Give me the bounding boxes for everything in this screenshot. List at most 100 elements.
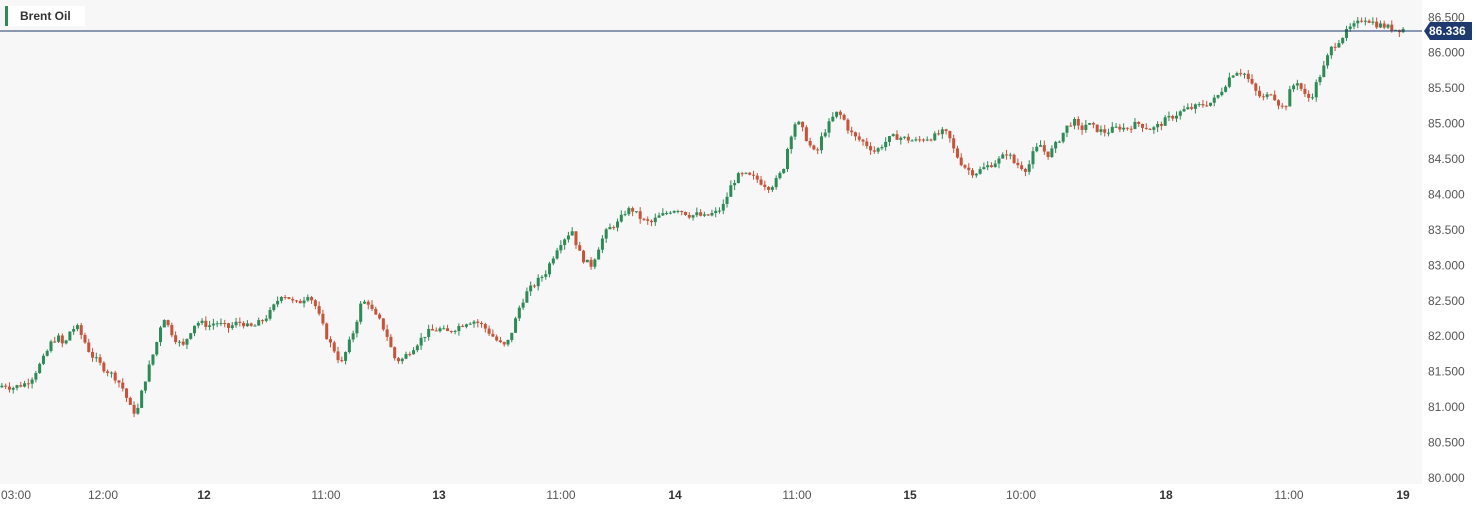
candle-body bbox=[128, 397, 132, 405]
candle-body bbox=[151, 354, 155, 365]
candle-body bbox=[944, 129, 948, 131]
candle-body bbox=[604, 229, 608, 239]
candle-body bbox=[480, 322, 484, 325]
candle-body bbox=[487, 328, 491, 334]
candle-body bbox=[899, 137, 903, 140]
candle-body bbox=[853, 132, 857, 137]
candle-body bbox=[381, 318, 385, 330]
candle-body bbox=[109, 372, 113, 374]
candle-body bbox=[1084, 124, 1088, 130]
candle-body bbox=[631, 208, 635, 212]
candle-body bbox=[789, 136, 793, 149]
candle-body bbox=[1042, 145, 1046, 152]
candle-body bbox=[87, 342, 91, 352]
x-tick-label: 11:00 bbox=[1274, 488, 1303, 502]
candle-body bbox=[132, 404, 136, 414]
candle-body bbox=[774, 178, 778, 188]
candle-body bbox=[419, 337, 423, 346]
candle-body bbox=[370, 304, 374, 309]
candle-body bbox=[1193, 104, 1197, 109]
candle-body bbox=[778, 173, 782, 179]
candle-body bbox=[827, 121, 831, 133]
candle-body bbox=[929, 139, 933, 141]
candle-body bbox=[710, 213, 714, 216]
candle-body bbox=[1276, 100, 1280, 106]
candle-body bbox=[971, 170, 975, 176]
candle-body bbox=[812, 145, 816, 150]
candle-body bbox=[325, 323, 329, 340]
candle-body bbox=[340, 360, 344, 362]
candle-body bbox=[79, 325, 83, 335]
x-tick-label: 11:00 bbox=[782, 488, 811, 502]
candle-body bbox=[238, 321, 242, 323]
candle-body bbox=[857, 136, 861, 140]
candle-body bbox=[891, 134, 895, 137]
candle-body bbox=[189, 333, 193, 339]
candle-body bbox=[1348, 26, 1352, 30]
current-price-tag-shape bbox=[1424, 22, 1472, 40]
candle-body bbox=[661, 213, 665, 216]
candle-body bbox=[321, 313, 325, 324]
candle-body bbox=[937, 133, 941, 135]
candle-body bbox=[1144, 127, 1148, 129]
candle-body bbox=[1299, 83, 1303, 89]
current-price-tag: 86.336 bbox=[1424, 22, 1472, 40]
candle-body bbox=[650, 220, 654, 223]
candle-body bbox=[797, 121, 801, 125]
candle-body bbox=[1269, 94, 1273, 96]
candle-body bbox=[155, 342, 159, 355]
y-axis-background bbox=[1422, 0, 1477, 509]
candle-body bbox=[1329, 46, 1333, 56]
candle-body bbox=[627, 208, 631, 215]
candle-body bbox=[963, 165, 967, 168]
candle-body bbox=[430, 328, 434, 331]
candle-body bbox=[257, 320, 261, 326]
candle-body bbox=[517, 307, 521, 319]
candle-body bbox=[1208, 102, 1213, 106]
candle-body bbox=[884, 141, 888, 148]
candle-body bbox=[41, 355, 45, 364]
candle-body bbox=[521, 302, 525, 308]
candle-body bbox=[287, 297, 291, 299]
candle-body bbox=[986, 165, 990, 168]
candle-body bbox=[642, 218, 646, 220]
candle-body bbox=[653, 217, 657, 223]
candle-body bbox=[400, 358, 404, 362]
candle-body bbox=[442, 328, 446, 330]
candle-body bbox=[1318, 76, 1322, 83]
candle-body bbox=[1095, 124, 1099, 132]
y-tick-label: 81.500 bbox=[1428, 365, 1465, 379]
candle-body bbox=[525, 291, 529, 303]
series-legend[interactable]: Brent Oil bbox=[5, 6, 85, 26]
candle-body bbox=[933, 133, 937, 141]
candle-body bbox=[1265, 94, 1269, 97]
candle-body bbox=[1246, 73, 1250, 80]
candle-body bbox=[665, 213, 669, 215]
candle-body bbox=[125, 388, 129, 398]
candle-body bbox=[170, 325, 174, 336]
candle-body bbox=[717, 210, 722, 212]
candle-body bbox=[925, 139, 929, 141]
candle-body bbox=[940, 129, 944, 135]
candle-body bbox=[1231, 75, 1235, 78]
candle-body bbox=[98, 357, 102, 363]
candle-body bbox=[136, 407, 140, 414]
candle-body bbox=[570, 231, 574, 236]
candle-body bbox=[423, 336, 427, 338]
series-legend-label: Brent Oil bbox=[20, 9, 71, 23]
candle-body bbox=[1190, 107, 1194, 109]
candle-body bbox=[623, 214, 627, 216]
candle-body bbox=[1008, 154, 1012, 156]
candle-body bbox=[748, 172, 752, 175]
candle-body bbox=[955, 148, 959, 158]
candle-body bbox=[140, 390, 144, 408]
candle-body bbox=[676, 211, 680, 213]
candle-body bbox=[699, 212, 703, 216]
candle-body bbox=[313, 300, 317, 307]
candle-body bbox=[106, 371, 110, 373]
y-tick-label: 80.000 bbox=[1428, 471, 1465, 485]
candle-body bbox=[226, 323, 231, 328]
candle-body bbox=[412, 350, 416, 355]
candle-body bbox=[38, 363, 42, 374]
